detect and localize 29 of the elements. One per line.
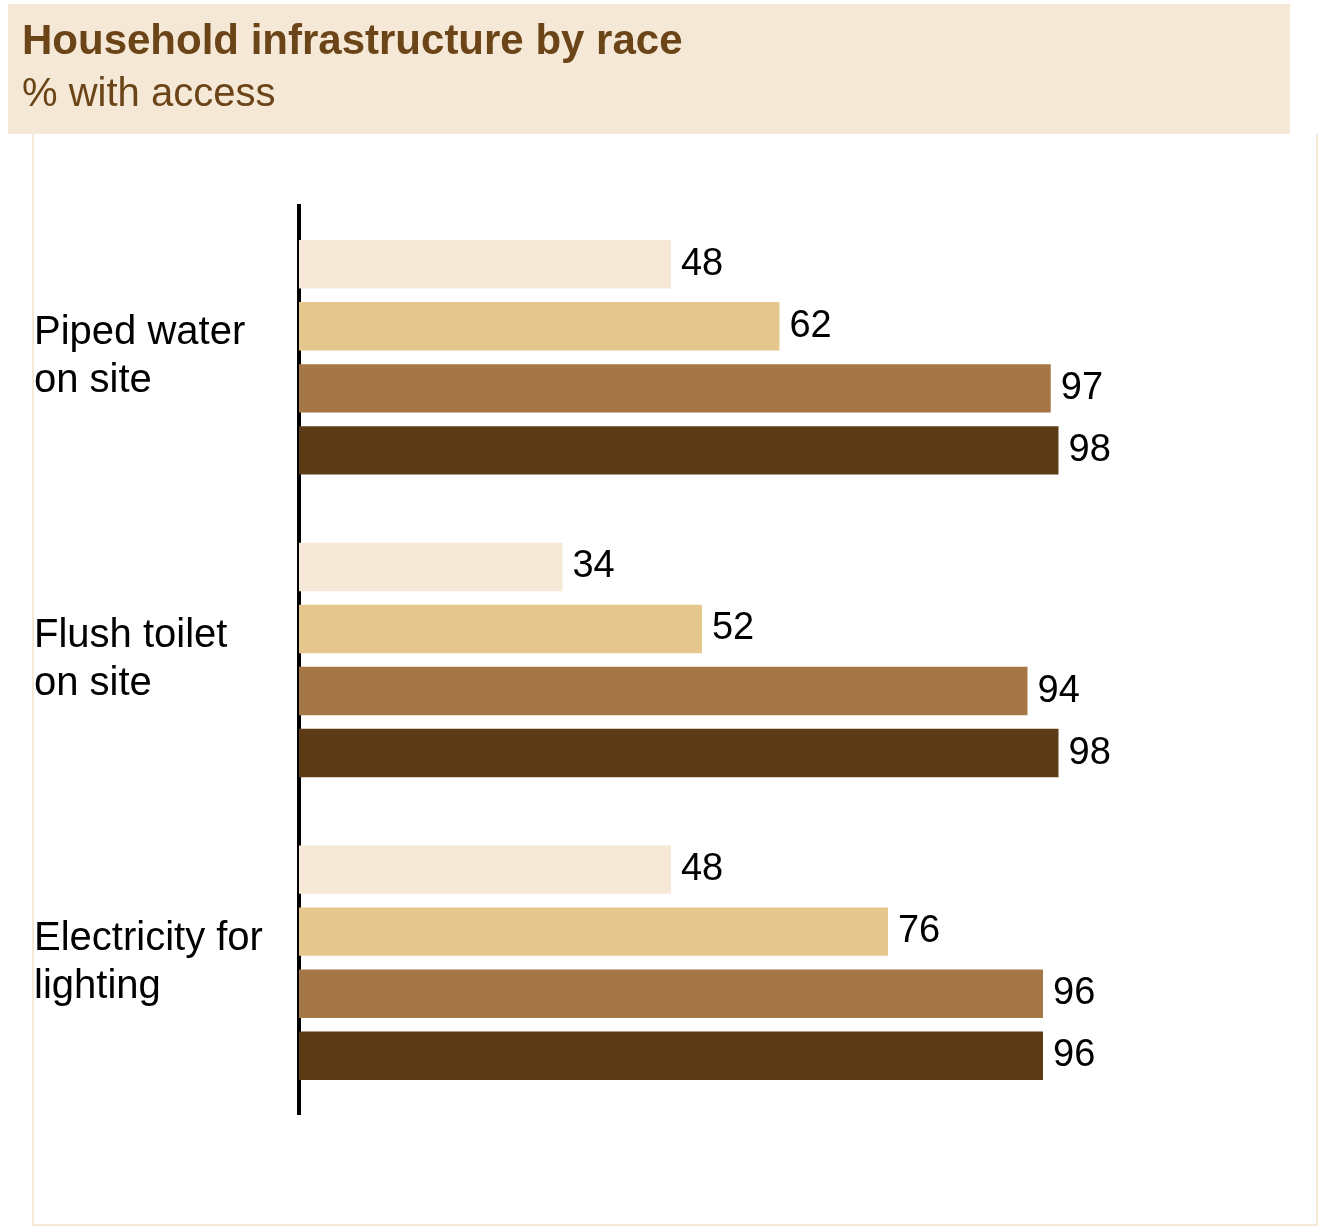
data-label: 52: [711, 605, 755, 648]
data-label: 97: [1060, 364, 1104, 407]
data-label: 98: [1068, 729, 1111, 772]
y-tick-label: Piped water on site: [34, 308, 246, 401]
y-tick-label: Flush toilet on site: [34, 611, 228, 704]
data-label: 34: [572, 543, 615, 586]
bar: [298, 666, 1028, 716]
bar: [298, 364, 1051, 413]
data-label: 62: [789, 302, 832, 345]
bar: [298, 604, 702, 654]
data-label: 94: [1037, 667, 1080, 710]
bar: [298, 845, 671, 894]
data-label: 96: [1053, 1032, 1096, 1075]
chart-subtitle: % with access: [22, 69, 277, 116]
bar: [298, 426, 1059, 475]
chart-title: Household infrastructure by race: [22, 15, 684, 65]
y-tick-label: Electricity for lighting: [34, 913, 263, 1006]
data-label: 76: [897, 908, 941, 951]
bar: [298, 542, 563, 592]
data-label: 96: [1053, 970, 1096, 1013]
bar: [298, 1031, 1043, 1080]
bar: [298, 302, 780, 351]
data-label: 48: [680, 240, 724, 283]
bar: [298, 728, 1059, 778]
bar: [298, 907, 888, 956]
bar: [298, 969, 1043, 1018]
data-label: 98: [1068, 426, 1111, 469]
bar: [298, 240, 671, 289]
data-label: 48: [680, 846, 724, 889]
